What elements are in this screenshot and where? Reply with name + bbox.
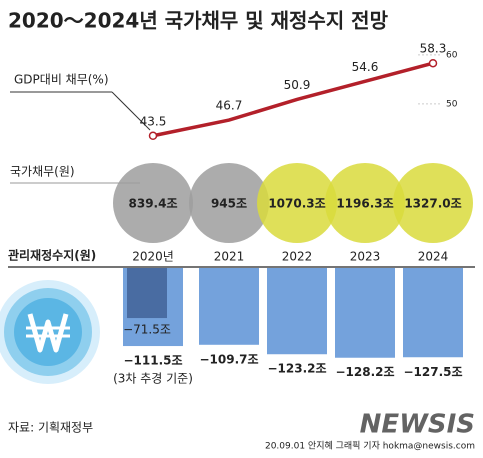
value-label: −109.7조 — [199, 352, 258, 366]
value-label: 43.5 — [140, 114, 167, 128]
x-tick-label: 2021 — [214, 250, 245, 264]
leader-line — [111, 91, 151, 131]
value-label: 50.9 — [284, 78, 311, 92]
inner-value-label: −71.5조 — [123, 323, 171, 337]
value-label: 58.3 — [420, 42, 447, 56]
value-label: 1327.0조 — [404, 197, 461, 211]
bar-label: 관리재정수지(원) — [8, 248, 96, 263]
point — [428, 58, 438, 68]
inner-bar — [127, 268, 167, 319]
line — [152, 61, 434, 138]
value-label: 1070.3조 — [268, 197, 325, 211]
bubble — [257, 163, 337, 243]
bar — [267, 268, 327, 355]
source: 자료: 기획재정부 — [8, 421, 93, 435]
bubble — [113, 163, 193, 243]
bubble — [325, 163, 405, 243]
title: 2020～2024년 국가채무 및 재정수지 전망 — [8, 9, 389, 33]
x-tick-label: 2024 — [418, 250, 449, 264]
bubble-label: 국가채무(원) — [10, 165, 75, 179]
value-label: 54.6 — [352, 60, 379, 74]
annotation: (3차 추경 기준) — [113, 372, 193, 386]
watermark: NEWSIS — [360, 410, 475, 440]
bar — [199, 268, 259, 345]
value-label: 46.7 — [216, 99, 243, 113]
bar — [403, 268, 463, 358]
bubble — [393, 163, 473, 243]
point — [148, 131, 158, 140]
value-label: 1196.3조 — [336, 197, 393, 211]
coin-icon — [0, 280, 100, 384]
value-label: −127.5조 — [403, 365, 462, 379]
line-label: GDP대비 채무(%) — [14, 73, 109, 87]
bubble — [189, 163, 269, 243]
value-label: −128.2조 — [335, 365, 394, 379]
x-tick-label: 2023 — [350, 250, 381, 264]
value-label: 945조 — [211, 197, 247, 211]
credit: 20.09.01 안지혜 그래픽 기자 hokma@newsis.com — [265, 440, 475, 452]
x-tick-label: 2020년 — [132, 250, 174, 264]
x-tick-label: 2022 — [282, 250, 313, 264]
y-tick-label: 60 — [446, 50, 458, 60]
value-label: 839.4조 — [129, 197, 178, 211]
y-tick-label: 50 — [446, 99, 458, 109]
value-label: −123.2조 — [267, 362, 326, 376]
bar — [335, 268, 395, 358]
value-label: −111.5조 — [123, 354, 182, 368]
